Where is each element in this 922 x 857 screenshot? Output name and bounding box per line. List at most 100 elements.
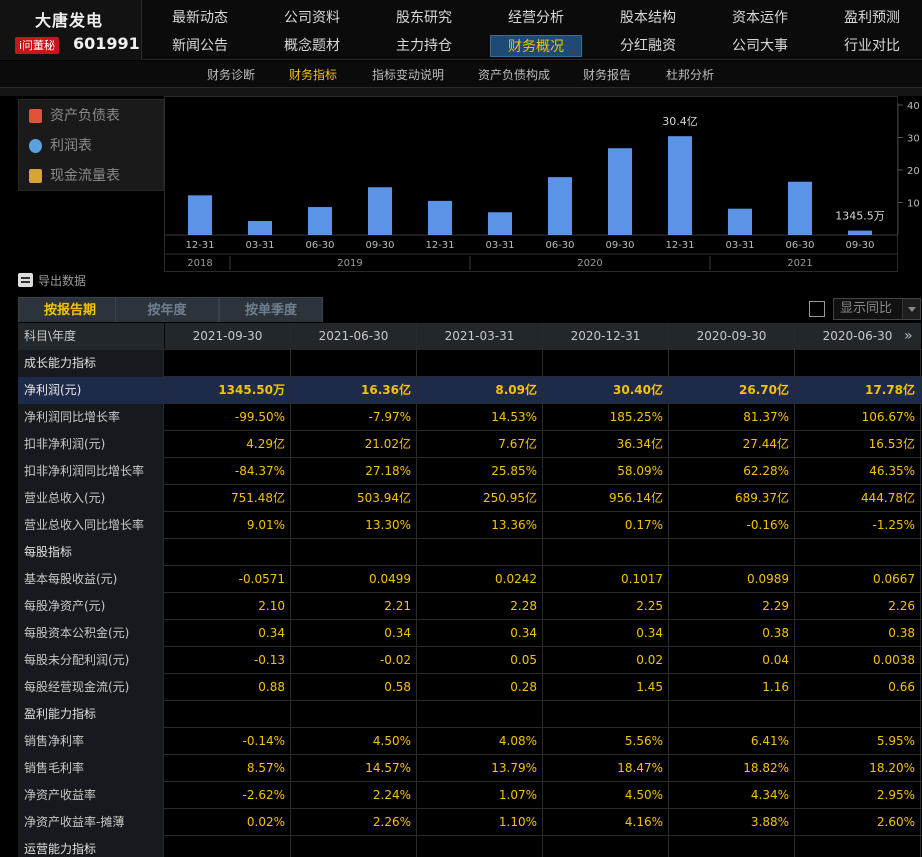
table-header-row: 科目\年度 2021-09-30 2021-06-30 2021-03-31 2020-… [18,323,922,350]
table-cell: 8.57% [165,755,291,782]
year-label: 2021 [787,258,812,269]
chart-bar[interactable] [848,230,872,235]
table-section-row: 每股指标 [18,539,922,566]
table-cell: 18.47% [543,755,669,782]
table-cell: 3.88% [669,809,795,836]
subnav-tab-5[interactable]: 杜邦分析 [666,68,715,82]
subnav-tab-1[interactable]: 财务指标 [289,68,338,82]
row-label: 净利润同比增长率 [18,404,164,431]
nav-tab-2-2[interactable]: 主力持仓 [396,38,452,54]
chart-bar[interactable] [188,195,212,235]
table-cell [417,701,543,728]
y-tick-label: 10 [907,199,920,210]
table-cell: 8.09亿 [417,377,543,404]
nav-tab-1-3[interactable]: 经营分析 [508,10,564,26]
table-cell: 30.40亿 [543,377,669,404]
table-cell: 62.28% [669,458,795,485]
table-cell: 0.38 [795,620,921,647]
table-cell: 16.36亿 [291,377,417,404]
chart-bar[interactable] [428,200,452,235]
table-cell: -2.62% [165,782,291,809]
table-cell [795,539,921,566]
table-cell: -0.0571 [165,566,291,593]
nav-tab-1-6[interactable]: 盈利预测 [844,10,900,26]
statement-menu: 资产负债表 利润表 现金流量表 [18,99,164,191]
nav-tab-1-4[interactable]: 股本结构 [620,10,676,26]
chart-bar[interactable] [368,187,392,235]
nav-tab-2-4[interactable]: 分红融资 [620,38,676,54]
year-label: 2020 [577,258,602,269]
table-cell: 6.41% [669,728,795,755]
nav-tab-1-2[interactable]: 股东研究 [396,10,452,26]
table-cell: 58.09% [543,458,669,485]
subnav-tab-0[interactable]: 财务诊断 [207,68,256,82]
table-cell: 13.36% [417,512,543,539]
table-cell: 444.78亿 [795,485,921,512]
chart-bar[interactable] [668,136,692,235]
ask-secretary-badge[interactable]: i问董秘 [15,37,60,54]
nav-tab-1-0[interactable]: 最新动态 [172,10,228,26]
table-cell: 4.29亿 [165,431,291,458]
column-header-date[interactable]: 2020-06-30 [795,323,921,350]
row-label: 基本每股收益(元) [18,566,164,593]
chart-bar[interactable] [248,221,272,235]
table-cell [291,539,417,566]
column-header-date[interactable]: 2020-12-31 [543,323,669,350]
table-cell: 1345.50万 [165,377,291,404]
show-yoy-checkbox[interactable] [809,301,825,317]
table-row: 每股未分配利润(元) -0.13 -0.02 0.05 0.02 0.04 0.0038 [18,647,922,674]
column-header-date[interactable]: 2020-09-30 [669,323,795,350]
chart-bar[interactable] [788,181,812,235]
column-header-date[interactable]: 2021-03-31 [417,323,543,350]
table-cell: 2.26 [795,593,921,620]
table-cell: 0.17% [543,512,669,539]
subnav-tab-2[interactable]: 指标变动说明 [372,68,445,82]
table-cell: 27.18% [291,458,417,485]
nav-tab-1-1[interactable]: 公司资料 [284,10,340,26]
period-tab-0[interactable]: 按报告期 [18,297,122,322]
chart-bar[interactable] [608,148,632,235]
table-cell: 5.95% [795,728,921,755]
nav-tab-2-1[interactable]: 概念题材 [284,38,340,54]
table-cell: 36.34亿 [543,431,669,458]
table-cell: 0.88 [165,674,291,701]
table-cell: 14.53% [417,404,543,431]
table-cell: 2.28 [417,593,543,620]
chart-bar[interactable] [488,212,512,235]
nav-tab-2-0[interactable]: 新闻公告 [172,38,228,54]
bar-data-label: 1345.5万 [835,210,885,223]
table-cell: 956.14亿 [543,485,669,512]
balance-sheet-icon [29,109,42,123]
table-cell [795,350,921,377]
column-header-date[interactable]: 2021-09-30 [165,323,291,350]
period-tab-1[interactable]: 按年度 [115,297,219,322]
chart-bar[interactable] [548,177,572,235]
nav-tab-1-5[interactable]: 资本运作 [732,10,788,26]
nav-tab-2-6[interactable]: 行业对比 [844,38,900,54]
chart-bar[interactable] [728,208,752,235]
row-label: 每股指标 [18,539,164,566]
table-cell: 106.67% [795,404,921,431]
show-yoy-select[interactable]: 显示同比 [833,298,921,320]
nav-tab-2-3[interactable]: 财务概况 [490,35,582,57]
subnav-tab-3[interactable]: 资产负债构成 [478,68,551,82]
more-columns-icon[interactable]: » [904,328,913,344]
table-section-row: 成长能力指标 [18,350,922,377]
chart-bar[interactable] [308,207,332,235]
nav-tab-2-5[interactable]: 公司大事 [732,38,788,54]
period-tab-2[interactable]: 按单季度 [219,297,323,322]
row-label: 营业总收入同比增长率 [18,512,164,539]
table-cell: 0.05 [417,647,543,674]
table-cell [669,836,795,857]
subnav-tab-4[interactable]: 财务报告 [583,68,632,82]
table-cell: -7.97% [291,404,417,431]
y-tick-label: 20 [907,166,920,177]
column-header-date[interactable]: 2021-06-30 [291,323,417,350]
table-cell: 5.56% [543,728,669,755]
table-cell [795,836,921,857]
table-section-row: 盈利能力指标 [18,701,922,728]
x-tick-label: 12-31 [665,240,694,251]
table-cell: 0.34 [543,620,669,647]
row-label: 每股净资产(元) [18,593,164,620]
table-row: 销售净利率 -0.14% 4.50% 4.08% 5.56% 6.41% 5.95% [18,728,922,755]
